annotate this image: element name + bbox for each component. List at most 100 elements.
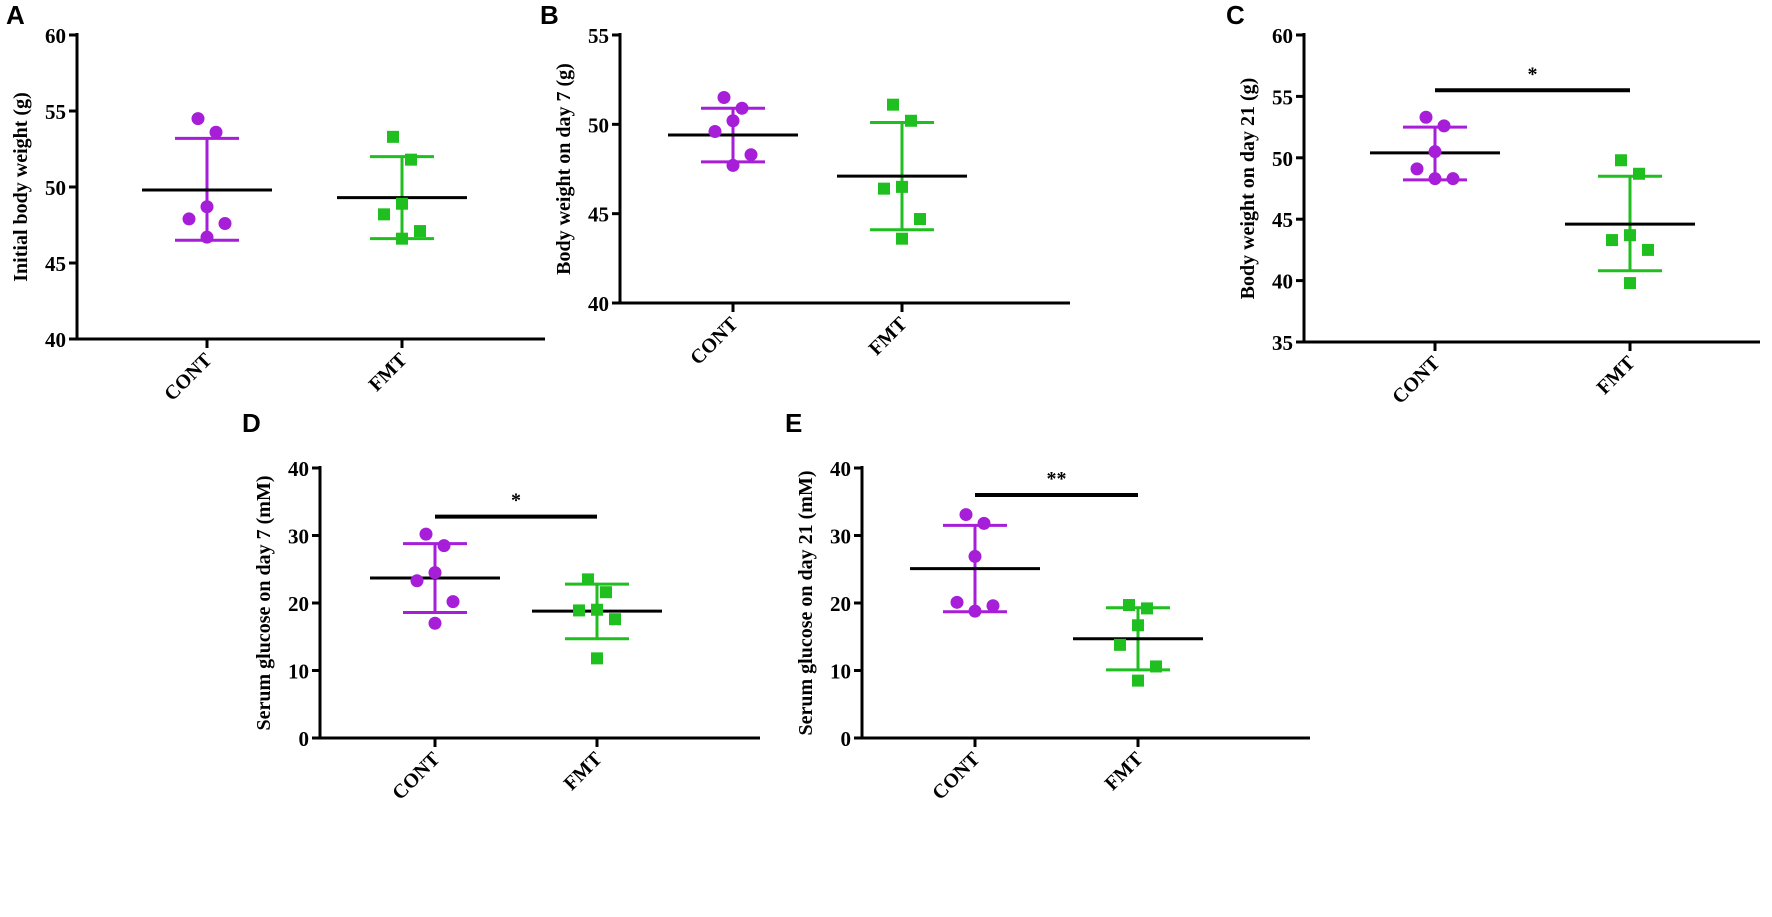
data-point bbox=[878, 182, 890, 195]
panel-letter: A bbox=[6, 0, 25, 30]
data-point bbox=[591, 603, 603, 616]
data-point bbox=[1428, 145, 1442, 159]
significance-label: * bbox=[1528, 63, 1538, 85]
data-point bbox=[950, 595, 964, 609]
y-tick-label: 45 bbox=[45, 252, 66, 276]
panel-letter: B bbox=[540, 0, 559, 30]
data-point bbox=[414, 225, 426, 238]
data-point bbox=[959, 508, 973, 522]
panel-b: B 40 45 50 55 Body weight on day 7 (g) CONT FMT bbox=[540, 0, 1070, 369]
y-tick-label: 40 bbox=[830, 457, 851, 481]
y-axis-title: Serum glucose on day 7 (mM) bbox=[253, 476, 275, 731]
data-point bbox=[977, 516, 991, 530]
data-point bbox=[1624, 277, 1636, 290]
data-point bbox=[209, 125, 223, 139]
data-point bbox=[428, 566, 442, 580]
significance-label: * bbox=[511, 490, 521, 512]
data-point bbox=[396, 232, 408, 245]
series-cont bbox=[370, 527, 500, 630]
data-point bbox=[1633, 167, 1645, 180]
x-tick-label: FMT bbox=[560, 748, 607, 795]
data-point bbox=[609, 613, 621, 626]
data-point bbox=[1446, 172, 1460, 186]
data-point bbox=[1410, 162, 1424, 176]
data-point bbox=[896, 232, 908, 245]
y-tick-label: 10 bbox=[830, 660, 851, 684]
y-tick-label: 50 bbox=[1272, 147, 1293, 171]
data-point bbox=[1132, 674, 1144, 687]
data-point bbox=[591, 652, 603, 665]
data-point bbox=[1428, 172, 1442, 186]
y-tick-label: 40 bbox=[1272, 270, 1293, 294]
y-tick-label: 40 bbox=[288, 457, 309, 481]
data-point bbox=[419, 527, 433, 541]
y-tick-label: 45 bbox=[1272, 208, 1293, 232]
data-point bbox=[1642, 243, 1654, 256]
data-point bbox=[191, 112, 205, 126]
data-point bbox=[1141, 602, 1153, 615]
data-point bbox=[200, 200, 214, 214]
y-tick-label: 35 bbox=[1272, 331, 1293, 355]
data-point bbox=[1123, 599, 1135, 612]
y-tick-label: 20 bbox=[830, 592, 851, 616]
x-tick-label: FMT bbox=[865, 313, 912, 360]
data-point bbox=[200, 230, 214, 244]
x-tick-label: FMT bbox=[365, 349, 412, 396]
data-point bbox=[1114, 638, 1126, 651]
y-tick-label: 0 bbox=[299, 727, 310, 751]
data-point bbox=[582, 573, 594, 586]
data-point bbox=[968, 549, 982, 563]
panel-e: E 0 10 20 30 40 Serum glucose on day 21 (mM) CO… bbox=[785, 408, 1310, 804]
data-point bbox=[396, 197, 408, 210]
panel-letter: E bbox=[785, 408, 802, 438]
data-point bbox=[1606, 234, 1618, 247]
y-tick-label: 40 bbox=[45, 328, 66, 352]
panel-letter: C bbox=[1226, 0, 1245, 30]
series-fmt bbox=[837, 98, 967, 245]
data-point bbox=[708, 124, 722, 138]
data-point bbox=[410, 574, 424, 588]
significance-label: ** bbox=[1047, 468, 1067, 490]
data-point bbox=[914, 213, 926, 226]
panel-a: A 40 45 50 55 60 Initial body weight (g) CONT FM… bbox=[6, 0, 545, 405]
y-tick-label: 10 bbox=[288, 660, 309, 684]
series-cont bbox=[668, 91, 798, 172]
data-point bbox=[896, 180, 908, 193]
y-tick-label: 0 bbox=[841, 727, 852, 751]
data-point bbox=[600, 586, 612, 599]
data-point bbox=[726, 114, 740, 128]
y-axis-title: Initial body weight (g) bbox=[10, 92, 32, 281]
y-axis-title: Body weight on day 7 (g) bbox=[553, 63, 575, 275]
panel-letter: D bbox=[242, 408, 261, 438]
data-point bbox=[446, 595, 460, 609]
x-tick-label: CONT bbox=[686, 313, 743, 370]
data-point bbox=[717, 91, 731, 105]
data-point bbox=[428, 616, 442, 630]
data-point bbox=[405, 153, 417, 166]
y-tick-label: 50 bbox=[588, 113, 609, 137]
data-point bbox=[218, 216, 232, 230]
x-tick-label: FMT bbox=[1593, 352, 1640, 399]
data-point bbox=[437, 539, 451, 553]
series-fmt bbox=[337, 130, 467, 245]
data-point bbox=[1132, 619, 1144, 632]
y-tick-label: 55 bbox=[588, 24, 609, 48]
y-tick-label: 60 bbox=[45, 24, 66, 48]
x-tick-label: CONT bbox=[160, 349, 217, 406]
data-point bbox=[378, 208, 390, 221]
data-point bbox=[887, 98, 899, 111]
data-point bbox=[387, 130, 399, 143]
data-point bbox=[735, 101, 749, 115]
y-tick-label: 40 bbox=[588, 292, 609, 316]
data-point bbox=[905, 114, 917, 127]
y-tick-label: 50 bbox=[45, 176, 66, 200]
x-tick-label: FMT bbox=[1101, 748, 1148, 795]
data-point bbox=[182, 212, 196, 226]
data-point bbox=[1437, 119, 1451, 133]
data-point bbox=[726, 158, 740, 172]
series-fmt bbox=[1073, 599, 1203, 687]
series-cont bbox=[1370, 110, 1500, 186]
data-point bbox=[986, 599, 1000, 613]
data-point bbox=[573, 604, 585, 617]
